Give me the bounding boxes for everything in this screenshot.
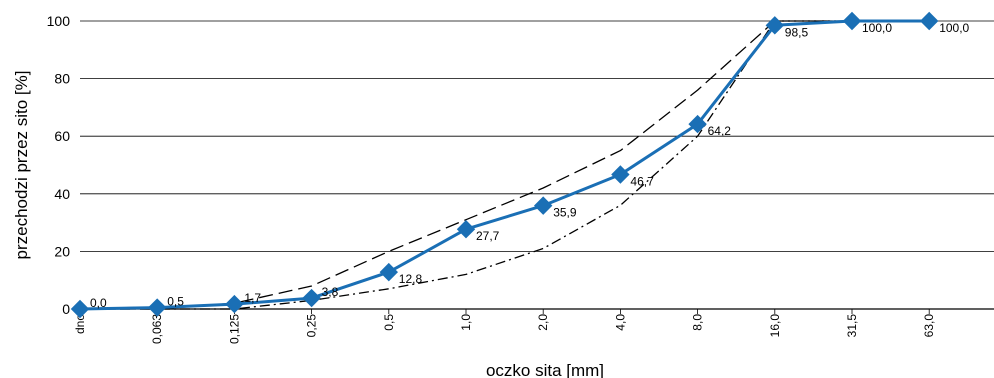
x-axis: dno 0,063 0,125 0,25 0,5 1,0 2,0 4,0 8,0 16,0 31,5… bbox=[73, 309, 936, 344]
gridlines bbox=[80, 20, 994, 310]
data-label: 0,0 bbox=[90, 296, 107, 310]
y-tick-label: 80 bbox=[54, 71, 70, 87]
series-line-lower-limit bbox=[80, 20, 852, 310]
data-label: 3,8 bbox=[322, 285, 339, 299]
y-axis-ticks: 0 20 40 60 80 100 bbox=[47, 13, 71, 317]
data-point-marker bbox=[842, 11, 862, 31]
x-tick-label: 4,0 bbox=[613, 314, 627, 331]
y-tick-label: 20 bbox=[54, 243, 70, 259]
x-tick-label: 1,0 bbox=[459, 314, 473, 331]
x-tick-label: 0,063 bbox=[150, 314, 164, 344]
data-label: 100,0 bbox=[939, 21, 969, 35]
y-tick-label: 100 bbox=[47, 13, 71, 29]
x-tick-label: 0,25 bbox=[305, 314, 319, 338]
x-tick-label: 8,0 bbox=[691, 314, 705, 331]
series-lines bbox=[79, 19, 930, 311]
data-label: 64,2 bbox=[708, 124, 732, 138]
y-axis-title: przechodzi przez sito [%] bbox=[12, 71, 31, 260]
x-tick-label: 31,5 bbox=[845, 314, 859, 338]
data-point-marker bbox=[765, 16, 785, 35]
data-label: 46,7 bbox=[630, 175, 654, 189]
data-point-marker bbox=[70, 299, 90, 319]
data-point-marker bbox=[533, 196, 553, 215]
data-markers bbox=[70, 11, 939, 319]
x-tick-label: 16,0 bbox=[768, 314, 782, 338]
x-tick-label: 0,125 bbox=[227, 314, 241, 344]
data-label: 100,0 bbox=[862, 21, 892, 35]
data-label: 98,5 bbox=[785, 25, 809, 39]
x-tick-label: 2,0 bbox=[536, 314, 550, 331]
data-label: 35,9 bbox=[553, 206, 577, 220]
data-label: 0,5 bbox=[167, 295, 184, 309]
y-tick-label: 60 bbox=[54, 128, 70, 144]
x-tick-label: 0,5 bbox=[382, 314, 396, 331]
data-label: 27,7 bbox=[476, 229, 500, 243]
data-point-marker bbox=[688, 114, 707, 134]
data-point-marker bbox=[611, 165, 630, 184]
series-line-upper-limit bbox=[80, 20, 852, 310]
data-point-marker bbox=[919, 11, 939, 31]
data-point-marker bbox=[302, 288, 321, 308]
data-label: 1,7 bbox=[244, 291, 261, 305]
data-point-marker bbox=[379, 262, 399, 282]
x-tick-label: 63,0 bbox=[922, 314, 936, 338]
y-tick-label: 40 bbox=[54, 186, 70, 202]
series-line-grading bbox=[79, 19, 930, 311]
data-point-marker bbox=[147, 298, 167, 317]
y-tick-label: 0 bbox=[62, 301, 70, 317]
x-axis-title: oczko sita [mm] bbox=[486, 361, 604, 378]
data-label: 12,8 bbox=[399, 272, 423, 286]
data-labels: 0,0 0,5 1,7 3,8 12,8 27,7 35,9 46,7 64,2 98,5 100,… bbox=[90, 21, 970, 310]
x-tick-label: dno bbox=[73, 314, 87, 334]
data-point-marker bbox=[225, 294, 244, 314]
data-point-marker bbox=[456, 220, 476, 239]
